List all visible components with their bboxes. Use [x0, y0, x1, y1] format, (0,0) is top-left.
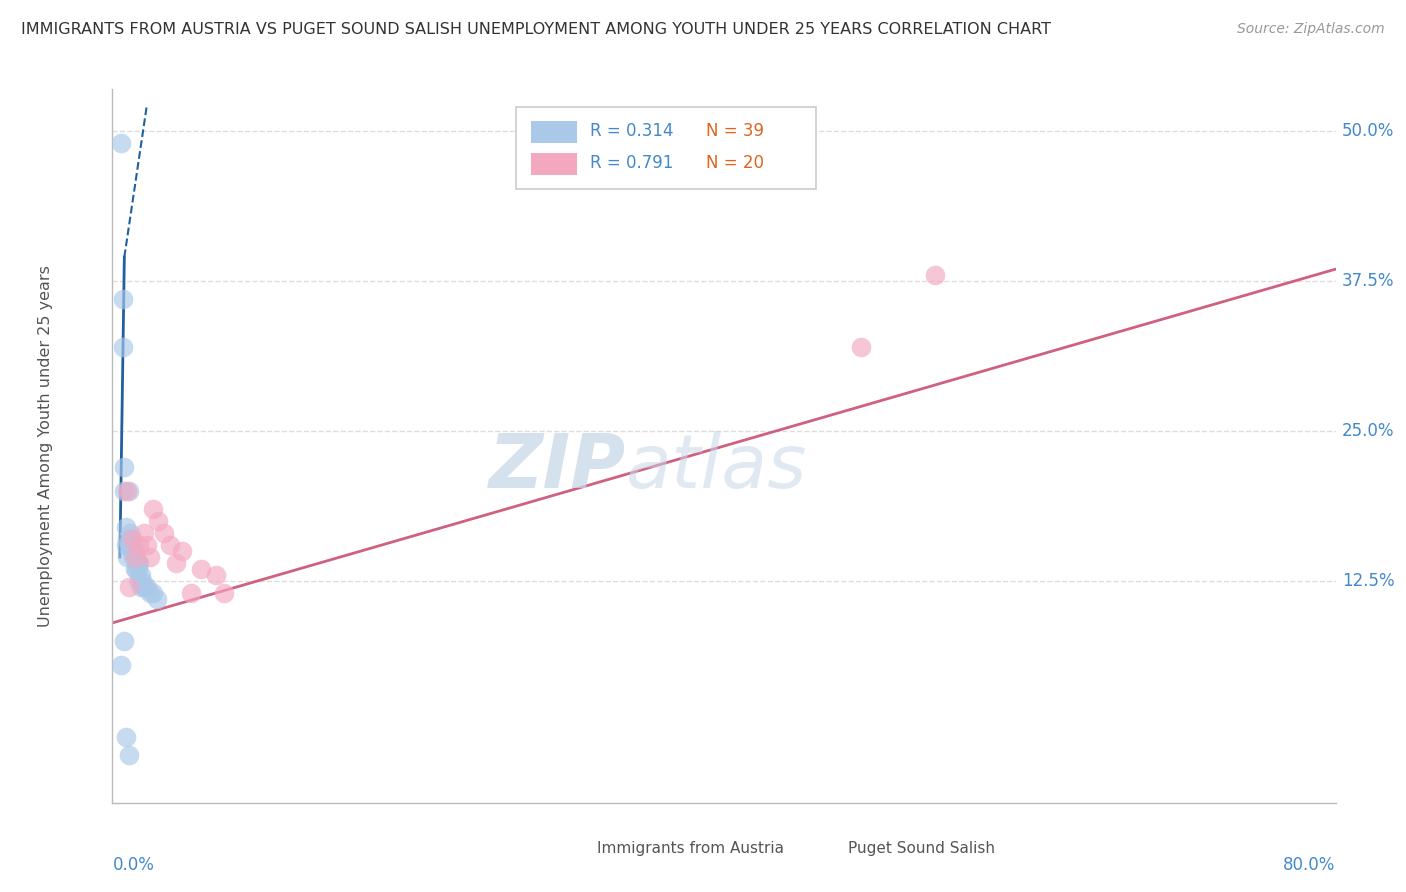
- Point: [180, 586, 202, 600]
- Point: [114, 730, 136, 744]
- Text: IMMIGRANTS FROM AUSTRIA VS PUGET SOUND SALISH UNEMPLOYMENT AMONG YOUTH UNDER 25 : IMMIGRANTS FROM AUSTRIA VS PUGET SOUND S…: [21, 22, 1052, 37]
- FancyBboxPatch shape: [531, 153, 578, 175]
- Point: [118, 483, 141, 498]
- Point: [124, 549, 146, 564]
- Point: [117, 532, 139, 546]
- Point: [120, 538, 142, 552]
- Point: [134, 580, 156, 594]
- Point: [124, 562, 146, 576]
- Point: [128, 556, 150, 570]
- Point: [121, 532, 143, 546]
- Point: [138, 586, 160, 600]
- Text: 80.0%: 80.0%: [1284, 856, 1336, 874]
- FancyBboxPatch shape: [553, 840, 588, 856]
- Text: 0.0%: 0.0%: [112, 856, 155, 874]
- Point: [212, 586, 235, 600]
- Text: Immigrants from Austria: Immigrants from Austria: [598, 841, 785, 856]
- Point: [190, 562, 212, 576]
- Text: R = 0.314: R = 0.314: [589, 122, 673, 140]
- Point: [112, 460, 135, 475]
- Point: [146, 591, 169, 606]
- Point: [127, 562, 149, 576]
- Text: N = 20: N = 20: [706, 154, 763, 172]
- Point: [110, 136, 132, 151]
- Point: [110, 657, 132, 672]
- Text: atlas: atlas: [626, 432, 807, 503]
- Point: [118, 580, 141, 594]
- Point: [121, 544, 143, 558]
- Point: [172, 544, 194, 558]
- Point: [159, 538, 181, 552]
- Point: [114, 538, 136, 552]
- Point: [124, 544, 146, 558]
- Point: [111, 340, 134, 354]
- Point: [122, 538, 145, 552]
- Point: [114, 520, 136, 534]
- Text: 37.5%: 37.5%: [1341, 272, 1395, 290]
- Text: R = 0.791: R = 0.791: [589, 154, 673, 172]
- Text: 12.5%: 12.5%: [1341, 572, 1395, 590]
- Point: [165, 556, 187, 570]
- Point: [118, 538, 141, 552]
- Point: [141, 586, 163, 600]
- FancyBboxPatch shape: [516, 107, 815, 189]
- Text: ZIP: ZIP: [489, 431, 626, 504]
- Point: [129, 568, 152, 582]
- Point: [148, 514, 170, 528]
- Point: [135, 580, 157, 594]
- Text: Puget Sound Salish: Puget Sound Salish: [848, 841, 994, 856]
- Point: [128, 574, 150, 588]
- Point: [924, 268, 946, 282]
- Text: 50.0%: 50.0%: [1341, 122, 1395, 140]
- Point: [124, 549, 146, 564]
- Point: [120, 525, 142, 540]
- Point: [125, 549, 148, 564]
- Point: [132, 580, 155, 594]
- Text: Source: ZipAtlas.com: Source: ZipAtlas.com: [1237, 22, 1385, 37]
- FancyBboxPatch shape: [804, 840, 838, 856]
- Text: 25.0%: 25.0%: [1341, 422, 1395, 440]
- Point: [112, 483, 135, 498]
- Point: [122, 549, 145, 564]
- Point: [118, 747, 141, 762]
- Text: Unemployment Among Youth under 25 years: Unemployment Among Youth under 25 years: [38, 265, 52, 627]
- Point: [112, 633, 135, 648]
- Point: [851, 340, 873, 354]
- Point: [128, 538, 150, 552]
- Point: [138, 549, 160, 564]
- Point: [125, 562, 148, 576]
- Point: [153, 525, 176, 540]
- Point: [129, 580, 152, 594]
- FancyBboxPatch shape: [531, 121, 578, 143]
- Point: [117, 483, 139, 498]
- Point: [135, 538, 157, 552]
- Text: N = 39: N = 39: [706, 122, 763, 140]
- Point: [121, 532, 143, 546]
- Point: [131, 574, 153, 588]
- Point: [117, 549, 139, 564]
- Point: [205, 568, 228, 582]
- Point: [141, 502, 163, 516]
- Point: [132, 525, 155, 540]
- Point: [111, 292, 134, 306]
- Point: [127, 556, 149, 570]
